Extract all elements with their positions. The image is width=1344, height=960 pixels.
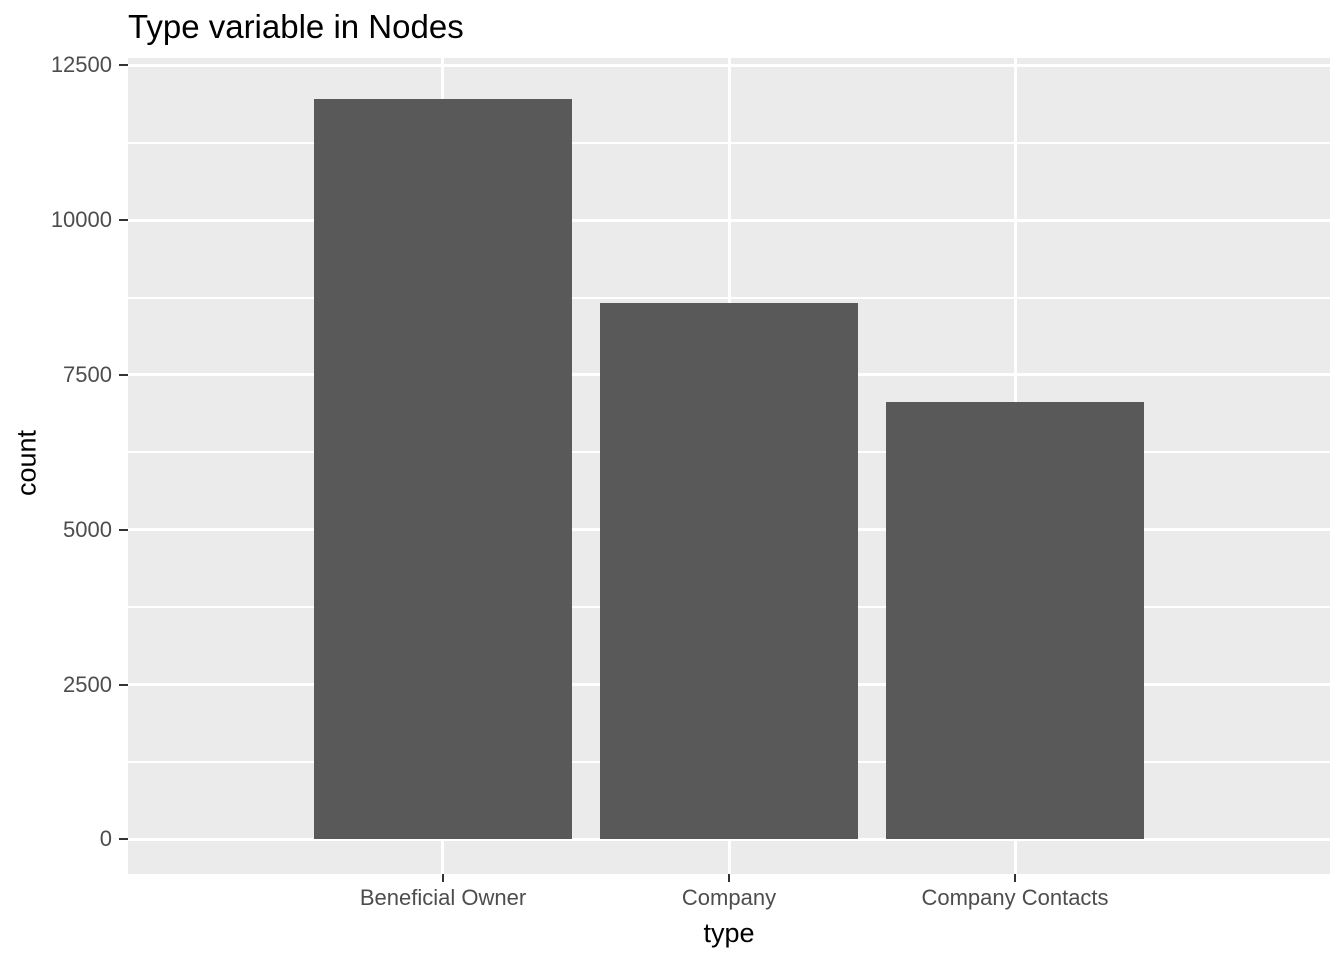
chart-title: Type variable in Nodes xyxy=(128,8,464,45)
y-tick-label: 0 xyxy=(99,826,112,851)
y-axis-title: count xyxy=(11,429,42,497)
x-tick-label: Company xyxy=(681,885,777,910)
y-tick-label: 5000 xyxy=(63,517,112,542)
y-tick-label: 10000 xyxy=(50,207,112,232)
y-tick-label: 12500 xyxy=(50,52,112,77)
y-tick-mark xyxy=(119,529,128,531)
bar xyxy=(314,99,572,839)
x-tick-mark xyxy=(442,874,444,882)
y-tick-label: 7500 xyxy=(63,362,112,387)
y-tick-mark xyxy=(119,64,128,66)
x-axis-title: type xyxy=(703,918,755,948)
bar xyxy=(600,303,858,839)
x-tick-label: Company Contacts xyxy=(921,885,1109,910)
y-tick-label: 2500 xyxy=(63,672,112,697)
x-tick-mark xyxy=(728,874,730,882)
bar xyxy=(886,402,1144,839)
y-tick-mark xyxy=(119,219,128,221)
y-tick-mark xyxy=(119,684,128,686)
y-tick-mark xyxy=(119,838,128,840)
x-tick-label: Beneficial Owner xyxy=(359,885,527,910)
y-tick-mark xyxy=(119,374,128,376)
x-tick-mark xyxy=(1014,874,1016,882)
plot-panel xyxy=(128,58,1330,874)
